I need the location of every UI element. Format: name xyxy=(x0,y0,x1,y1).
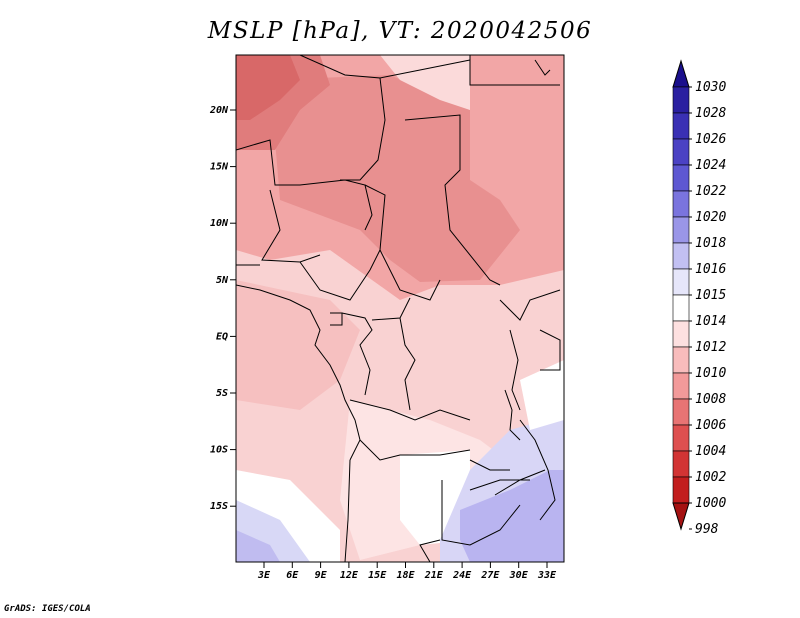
lon-tick-label: 9E xyxy=(315,570,328,581)
colorbar-label: 1012 xyxy=(695,340,726,355)
colorbar-segment xyxy=(672,216,690,244)
border-line xyxy=(509,329,521,411)
lat-tick-label: 20N xyxy=(209,105,229,116)
lon-tick-label: 24E xyxy=(452,570,472,581)
country-borders xyxy=(236,55,561,562)
colorbar-segment xyxy=(672,242,690,270)
border-line xyxy=(364,184,441,301)
border-line xyxy=(539,329,561,371)
colorbar-label: 1000 xyxy=(695,496,726,511)
lat-tick-label: 10S xyxy=(210,445,228,456)
lon-tick-label: 6E xyxy=(286,570,299,581)
colorbar-label: 1004 xyxy=(695,444,726,459)
border-line xyxy=(359,439,471,461)
lat-axis: 20N 15N 10N 5N EQ 5S 10S 15S xyxy=(209,105,236,512)
colorbar-segment xyxy=(672,112,690,140)
colorbar-segment xyxy=(672,424,690,452)
colorbar-label: 1008 xyxy=(695,392,726,407)
lon-tick-label: 33E xyxy=(537,570,557,581)
lon-tick-label: 12E xyxy=(340,570,359,581)
colorbar-label: 1022 xyxy=(695,184,726,199)
border-line xyxy=(261,189,321,263)
colorbar-label: 1030 xyxy=(695,80,726,95)
equatorial xyxy=(236,280,360,410)
border-line xyxy=(469,459,510,471)
colorbar-label: 1010 xyxy=(695,366,726,381)
colorbar-segment xyxy=(672,320,690,348)
nw-deep-low xyxy=(236,55,300,120)
border-line xyxy=(344,459,351,562)
lon-axis: 3E 6E 9E 12E 15E 18E 21E 24E 27E 30E 33E xyxy=(257,562,557,581)
border-line xyxy=(469,55,560,86)
north-pale xyxy=(380,55,470,110)
colorbar-segment xyxy=(672,372,690,400)
se-ocean-pale xyxy=(520,360,564,430)
lon-tick-label: 27E xyxy=(480,570,500,581)
colorbar-label: 1014 xyxy=(695,314,726,329)
border-line xyxy=(299,249,381,301)
colorbar-label: 1015 xyxy=(695,288,726,303)
lat-tick-label: 15S xyxy=(210,501,228,512)
colorbar-label: 1002 xyxy=(695,470,726,485)
map-title: MSLP [hPa], VT: 2020042506 xyxy=(207,18,593,44)
coastline xyxy=(504,389,521,441)
border-line xyxy=(330,312,343,326)
lon-tick-label: 3E xyxy=(257,570,271,581)
lat-tick-label: EQ xyxy=(216,331,228,342)
lat-tick-label: 10N xyxy=(210,218,229,229)
lon-tick-label: 15E xyxy=(368,570,387,581)
shaded-field xyxy=(236,55,564,562)
colorbar-segment xyxy=(672,398,690,426)
colorbar-label: 998 xyxy=(695,522,719,537)
lat-tick-label: 15N xyxy=(210,162,229,173)
coastline xyxy=(494,469,546,496)
border-line xyxy=(399,317,416,411)
lon-tick-label: 21E xyxy=(424,570,444,581)
map-frame xyxy=(235,54,565,563)
colorbar-segment xyxy=(672,294,690,322)
se-high xyxy=(460,470,564,562)
colorbar-segment xyxy=(672,450,690,478)
border-line xyxy=(441,480,521,546)
border-line xyxy=(341,312,373,396)
border-line xyxy=(299,55,386,181)
colorbar-label: 1016 xyxy=(695,262,726,277)
colorbar-label: 1018 xyxy=(695,236,726,251)
border-line xyxy=(349,399,471,421)
colorbar: 1030 1028 1026 1024 1022 1020 1018 1016 1015 1014… xyxy=(672,59,726,537)
footer-credit: GrADS: IGES/COLA xyxy=(4,604,91,614)
colorbar-label: 1006 xyxy=(695,418,726,433)
border-line xyxy=(236,139,373,231)
colorbar-label: 1028 xyxy=(695,106,726,121)
border-line xyxy=(499,289,561,321)
colorbar-segment xyxy=(672,476,690,504)
colorbar-label: 1020 xyxy=(695,210,726,225)
coastline xyxy=(534,59,551,76)
sw-ocean-blue2 xyxy=(236,530,280,562)
lat-tick-label: 5S xyxy=(216,388,228,399)
lon-tick-label: 18E xyxy=(396,570,415,581)
lat-tick-label: 5N xyxy=(216,275,229,286)
border-line xyxy=(404,114,501,286)
colorbar-label: 1026 xyxy=(695,132,726,147)
colorbar-segment xyxy=(672,86,690,114)
border-line xyxy=(419,539,441,562)
colorbar-bottom-arrow xyxy=(672,502,690,531)
border-line xyxy=(519,419,556,521)
central-trough xyxy=(270,75,520,282)
colorbar-label: 1024 xyxy=(695,158,726,173)
lon-tick-label: 30E xyxy=(509,570,529,581)
colorbar-segment xyxy=(672,190,690,218)
border-line xyxy=(379,59,471,79)
colorbar-segment xyxy=(672,138,690,166)
colorbar-top-arrow xyxy=(672,59,690,88)
coastline xyxy=(236,284,361,461)
colorbar-segment xyxy=(672,346,690,374)
colorbar-segment xyxy=(672,164,690,192)
colorbar-segment xyxy=(672,268,690,296)
